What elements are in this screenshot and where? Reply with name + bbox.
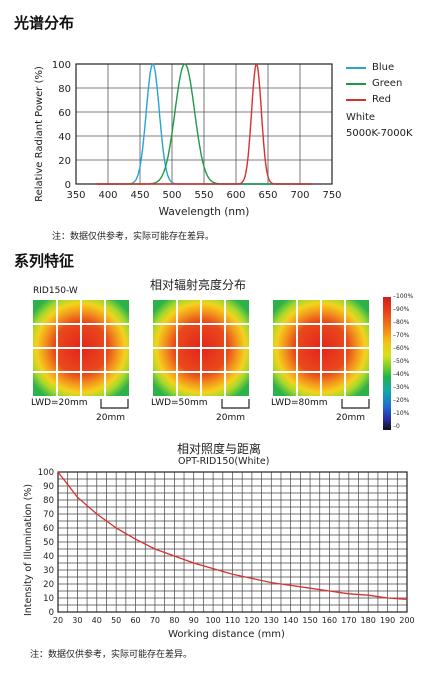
colorbar-tick-label: –90% (393, 306, 410, 313)
spectrum-ytick-label: 60 (58, 108, 71, 119)
colorbar-ticks: –100% –90% –80% –70% –60% –50% –40% –30% –20% –10… (393, 293, 433, 433)
distance-ytick-label: 50 (43, 538, 54, 548)
spectrum-ytick-label: 100 (52, 60, 71, 71)
legend-item-green: Green (346, 78, 402, 89)
spectrum-series-red (95, 62, 313, 185)
distance-ytick-label: 90 (43, 482, 54, 492)
legend-swatch-blue (346, 66, 366, 69)
spectrum-ytick-label: 0 (65, 180, 71, 191)
legend-label-green: Green (372, 78, 403, 89)
spectrum-ytick-label: 40 (58, 132, 71, 143)
distance-note: 注：数据仅供参考，实际可能存在差异。 (30, 650, 193, 660)
distance-ylabel: Intensity of Illumination (%) (23, 484, 34, 616)
spectrum-xtick-label: 500 (162, 190, 181, 201)
legend-cct-label: 5000K-7000K (346, 128, 413, 139)
distance-xtick-label: 160 (322, 616, 337, 625)
spectrum-xtick-label: 550 (194, 190, 213, 201)
spectrum-note: 注：数据仅供参考，实际可能存在差异。 (52, 232, 215, 242)
spectrum-ylabel: Relative Radiant Power (%) (34, 66, 45, 202)
distance-ytick-label: 70 (43, 510, 54, 520)
distance-xtick-label: 170 (341, 616, 356, 625)
colorbar-tick-label: –30% (393, 384, 410, 391)
distance-ytick-label: 60 (43, 524, 54, 534)
spectrum-ytick-label: 80 (58, 84, 71, 95)
scale-label-2: 20mm (216, 413, 245, 423)
legend-white-label: White (346, 112, 376, 123)
heatmap-2 (153, 300, 249, 396)
distance-xtick-label: 150 (302, 616, 317, 625)
legend-item-blue: Blue (346, 62, 394, 73)
distance-xtick-label: 200 (399, 616, 414, 625)
distance-xtick-label: 190 (380, 616, 395, 625)
spectrum-legend: Blue Green Red White 5000K-7000K (346, 62, 442, 152)
scale-bar-1 (100, 399, 129, 409)
colorbar-tick-label: –50% (393, 358, 410, 365)
distance-xtick-label: 120 (244, 616, 259, 625)
distance-xtick-label: 60 (130, 616, 140, 625)
colorbar-tick-label: –40% (393, 371, 410, 378)
distance-xtick-label: 100 (205, 616, 220, 625)
spectrum-xtick-label: 700 (290, 190, 309, 201)
distance-xtick-label: 40 (92, 616, 102, 625)
scale-bar-3 (341, 399, 370, 409)
colorbar-tick-label: –80% (393, 319, 410, 326)
colorbar-tick-label: –60% (393, 345, 410, 352)
spectrum-xtick-label: 350 (66, 190, 85, 201)
distance-xtick-label: 20 (53, 616, 63, 625)
series-section-title: 系列特征 (14, 252, 75, 270)
distance-ytick-label: 80 (43, 496, 54, 506)
distance-ytick-label: 40 (43, 552, 54, 562)
distance-series-line (57, 471, 408, 601)
distance-chart-subtitle: OPT-RID150(White) (178, 456, 270, 467)
distance-chart-title: 相对照度与距离 (177, 442, 262, 456)
distance-ytick-label: 20 (43, 580, 54, 590)
distance-xlabel: Working distance (mm) (168, 629, 285, 640)
spectrum-xtick-label: 650 (258, 190, 277, 201)
spectrum-xtick-label: 400 (98, 190, 117, 201)
colorbar-tick-label: –0 (393, 423, 400, 430)
distance-plot-frame (57, 471, 408, 613)
distance-xtick-label: 30 (72, 616, 82, 625)
distance-xtick-label: 50 (111, 616, 121, 625)
heatmap-1 (33, 300, 129, 396)
colorbar (383, 297, 391, 430)
distance-xtick-label: 70 (150, 616, 160, 625)
scale-label-3: 20mm (336, 413, 365, 423)
distance-xtick-label: 90 (189, 616, 199, 625)
scale-label-1: 20mm (96, 413, 125, 423)
distance-xtick-label: 80 (169, 616, 179, 625)
spectrum-section-title: 光谱分布 (14, 14, 75, 32)
model-label: RID150-W (33, 286, 78, 296)
spectrum-xtick-label: 450 (130, 190, 149, 201)
distance-ytick-label: 30 (43, 566, 54, 576)
distance-ytick-label: 10 (43, 594, 54, 604)
distance-xtick-label: 110 (225, 616, 240, 625)
lwd-label-3: LWD=80mm (271, 398, 328, 408)
legend-label-blue: Blue (372, 62, 395, 73)
distance-xtick-label: 140 (283, 616, 298, 625)
legend-swatch-green (346, 82, 366, 85)
colorbar-tick-label: –70% (393, 332, 410, 339)
spectrum-xtick-label: 750 (322, 190, 341, 201)
colorbar-tick-label: –100% (393, 293, 414, 300)
heatmap-3 (273, 300, 369, 396)
distance-ytick-label: 100 (38, 468, 54, 478)
legend-swatch-red (346, 98, 366, 101)
distance-xtick-label: 130 (264, 616, 279, 625)
heatmap-title: 相对辐射亮度分布 (150, 278, 247, 292)
colorbar-tick-label: –20% (393, 397, 410, 404)
colorbar-tick-label: –10% (393, 410, 410, 417)
spectrum-chart: 350 400 450 500 550 600 650 700 750 0 20 40 60 80 100 W… (34, 60, 342, 218)
spectrum-xtick-label: 600 (226, 190, 245, 201)
distance-xtick-label: 180 (361, 616, 376, 625)
scale-bar-2 (221, 399, 250, 409)
spectrum-xlabel: Wavelength (nm) (159, 206, 250, 218)
lwd-label-1: LWD=20mm (31, 398, 88, 408)
legend-label-red: Red (372, 94, 391, 105)
spectrum-ytick-label: 20 (58, 156, 71, 167)
legend-item-red: Red (346, 94, 391, 105)
lwd-label-2: LWD=50mm (151, 398, 208, 408)
distance-chart: 20 30 40 50 60 70 80 90 100 110 120 130 140 150 160 170… (23, 468, 415, 640)
distance-ytick-label: 0 (49, 608, 54, 618)
